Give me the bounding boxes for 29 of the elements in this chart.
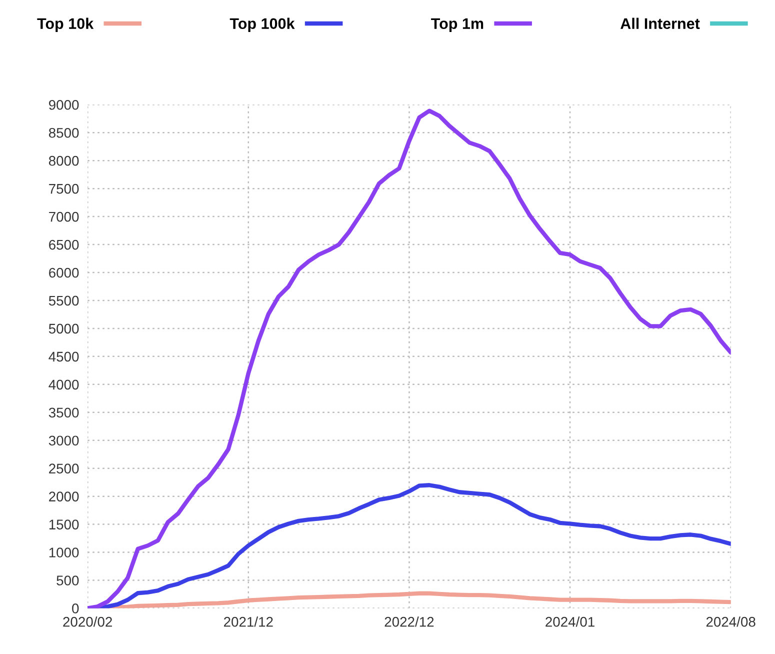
x-tick-label: 2020/02 [63,616,112,627]
y-tick-label: 5500 [48,296,79,306]
x-tick-label: 2024/08 [706,616,756,627]
y-tick-label: 7000 [49,212,79,222]
y-tick-label: 3000 [48,436,79,446]
y-tick-label: 2500 [49,464,79,474]
y-tick-label: 1500 [49,520,79,530]
y-tick-label: 2000 [49,492,79,502]
y-tick-label: 9000 [49,100,79,110]
y-tick-label: 4500 [48,352,79,362]
y-tick-label: 6000 [49,268,79,278]
y-tick-label: 4000 [48,380,79,390]
y-tick-label: 5000 [48,324,79,334]
y-tick-label: 8000 [48,156,79,166]
y-tick-label: 1000 [49,548,79,558]
legend-label: Top 1m [431,18,484,32]
y-tick-label: 3500 [48,408,79,418]
y-tick-label: 0 [72,604,79,614]
line-series [88,108,731,608]
x-tick-label: 2021/12 [224,616,273,627]
legend-label: Top 100k [230,18,295,32]
x-tick-label: 2024/01 [546,616,594,627]
legend-label: Top 10k [37,18,94,32]
y-tick-label: 6500 [49,240,79,250]
y-tick-label: 7500 [49,184,79,194]
x-tick-label: 2022/12 [384,616,434,627]
y-tick-label: 500 [56,576,79,586]
y-tick-label: 8500 [48,128,79,138]
legend-label: All Internet [620,18,700,30]
